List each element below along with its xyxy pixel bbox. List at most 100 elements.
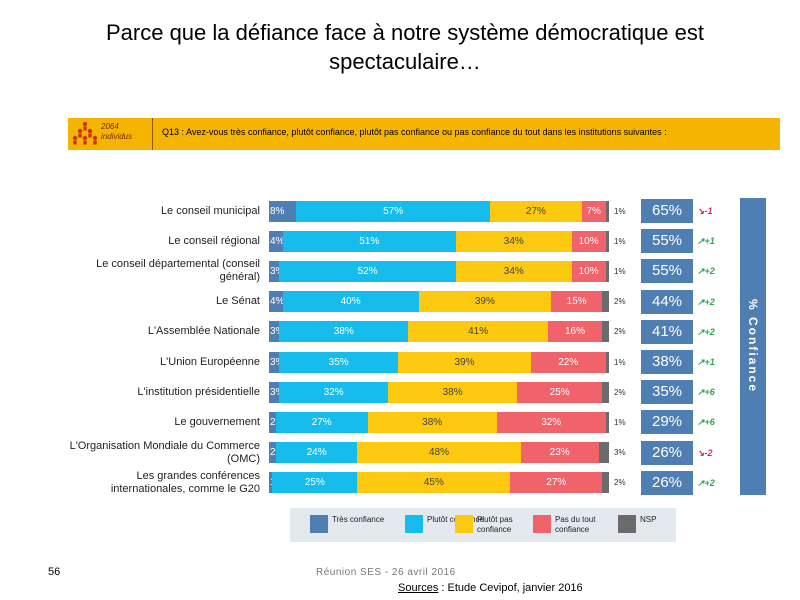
trend-up-icon: ↗+6 — [697, 417, 715, 428]
bar-segment-plutot: 51% — [282, 230, 456, 252]
legend-label: NSP — [640, 515, 657, 524]
bar-segment-nsp — [605, 260, 609, 282]
bar-segment-tres: 8% — [269, 200, 297, 222]
trend-up-icon: ↗+1 — [697, 236, 715, 247]
category-label: L'Assemblée Nationale — [147, 325, 260, 338]
confiance-total: 26% — [641, 470, 693, 495]
legend-swatch — [618, 515, 636, 533]
bar-segment-nsp — [598, 442, 609, 464]
confiance-total: 41% — [641, 319, 693, 344]
confiance-total: 29% — [641, 410, 693, 435]
nsp-value-label: 1% — [614, 206, 626, 216]
panel-logo: 2064 individus — [68, 118, 153, 150]
bar-segment-plutot: 38% — [279, 321, 409, 343]
bar-segment-plutot_pas: 45% — [357, 472, 511, 494]
confiance-total: 55% — [641, 229, 693, 254]
bar-segment-pas_du_tout: 32% — [496, 411, 606, 433]
bar-segment-plutot: 32% — [279, 381, 388, 403]
bar-segment-plutot_pas: 38% — [367, 411, 497, 433]
category-label: Le gouvernement — [174, 415, 260, 428]
category-label: Le conseil régional — [168, 234, 260, 247]
confiance-total: 38% — [641, 350, 693, 374]
confiance-total: 55% — [641, 259, 693, 284]
sources-note: Sources : Etude Cevipof, janvier 2016 — [398, 582, 583, 594]
bar-segment-nsp — [605, 200, 609, 222]
nsp-value-label: 2% — [614, 327, 626, 337]
legend-swatch — [533, 515, 551, 533]
category-label: L'Union Européenne — [160, 355, 260, 368]
bar-segment-pas_du_tout: 23% — [520, 442, 599, 464]
legend-label: Très confiance — [332, 515, 385, 524]
bar-segment-tres: 1% — [269, 472, 273, 494]
confiance-total: 44% — [641, 289, 693, 314]
bar-segment-nsp — [602, 472, 609, 494]
category-label: L'Organisation Mondiale du Commerce (OMC… — [69, 439, 260, 465]
bar-segment-pas_du_tout: 15% — [551, 291, 603, 313]
bar-segment-pas_du_tout: 10% — [571, 260, 606, 282]
logo-count: 2064 — [101, 122, 119, 131]
nsp-value-label: 1% — [614, 236, 626, 246]
bar-segment-pas_du_tout: 22% — [530, 351, 606, 373]
bar-segment-nsp — [602, 321, 609, 343]
bar-segment-tres: 2% — [269, 442, 276, 464]
confiance-total: 65% — [641, 199, 693, 223]
confiance-side-bar — [740, 198, 766, 495]
trend-down-icon: ↘-1 — [697, 206, 713, 216]
category-label: Le Sénat — [215, 295, 260, 308]
category-label: Le conseil départemental (conseil généra… — [96, 258, 260, 284]
bar-segment-plutot: 52% — [279, 260, 456, 282]
legend-swatch — [455, 515, 473, 533]
trend-up-icon: ↗+1 — [697, 357, 715, 367]
category-label: Le conseil municipal — [160, 204, 260, 217]
legend-swatch — [405, 515, 423, 533]
bar-segment-pas_du_tout: 10% — [571, 230, 606, 252]
bar-segment-plutot_pas: 34% — [456, 260, 572, 282]
trend-up-icon: ↗+2 — [697, 266, 715, 277]
bar-segment-plutot: 25% — [272, 472, 358, 494]
question-banner: 2064 individus Q13 : Avez-vous très conf… — [68, 118, 780, 150]
legend-label: Pas du tout confiance — [555, 515, 596, 534]
confiance-side-label: % Confiance — [746, 298, 760, 394]
nsp-value-label: 2% — [614, 478, 626, 488]
bar-segment-pas_du_tout: 25% — [517, 381, 603, 403]
nsp-value-label: 1% — [614, 357, 626, 367]
confiance-total: 26% — [641, 440, 693, 465]
bar-segment-nsp — [602, 381, 609, 403]
trend-up-icon: ↗+2 — [697, 326, 715, 337]
bar-segment-plutot_pas: 38% — [388, 381, 518, 403]
bar-segment-plutot: 24% — [275, 442, 358, 464]
bar-segment-plutot_pas: 39% — [398, 351, 531, 373]
trend-up-icon: ↗+2 — [697, 296, 715, 307]
bar-segment-plutot: 27% — [275, 411, 368, 433]
question-text: Q13 : Avez-vous très confiance, plutôt c… — [162, 127, 667, 137]
category-label: L'institution présidentielle — [137, 385, 260, 398]
bar-segment-tres: 2% — [269, 411, 276, 433]
bar-segment-tres: 4% — [269, 230, 283, 252]
nsp-value-label: 3% — [614, 448, 626, 458]
category-label: Les grandes conférences internationales,… — [110, 469, 260, 495]
trend-up-icon: ↗+6 — [697, 387, 715, 398]
bar-segment-plutot_pas: 41% — [408, 321, 548, 343]
trend-down-icon: ↘-2 — [697, 447, 713, 458]
bar-segment-pas_du_tout: 16% — [547, 321, 603, 343]
nsp-value-label: 1% — [614, 417, 626, 427]
bar-segment-tres: 3% — [269, 321, 280, 343]
people-icon — [72, 121, 98, 145]
bar-segment-tres: 4% — [269, 291, 283, 313]
bar-segment-plutot_pas: 27% — [490, 200, 582, 222]
bar-segment-pas_du_tout: 27% — [510, 472, 603, 494]
bar-segment-plutot_pas: 48% — [357, 442, 521, 464]
nsp-value-label: 1% — [614, 266, 626, 276]
confiance-total: 35% — [641, 380, 693, 405]
bar-segment-plutot_pas: 39% — [418, 291, 552, 313]
slide-title: Parce que la défiance face à notre systè… — [105, 20, 704, 74]
logo-unit: individus — [101, 132, 133, 141]
sources-label: Sources — [398, 582, 439, 594]
bar-segment-tres: 3% — [269, 260, 280, 282]
bar-segment-nsp — [605, 230, 609, 252]
bar-segment-tres: 3% — [269, 351, 280, 373]
sources-text: : Etude Cevipof, janvier 2016 — [438, 582, 583, 594]
bar-segment-plutot: 35% — [279, 351, 399, 373]
page-number: 56 — [48, 566, 61, 578]
bar-segment-tres: 3% — [269, 381, 280, 403]
